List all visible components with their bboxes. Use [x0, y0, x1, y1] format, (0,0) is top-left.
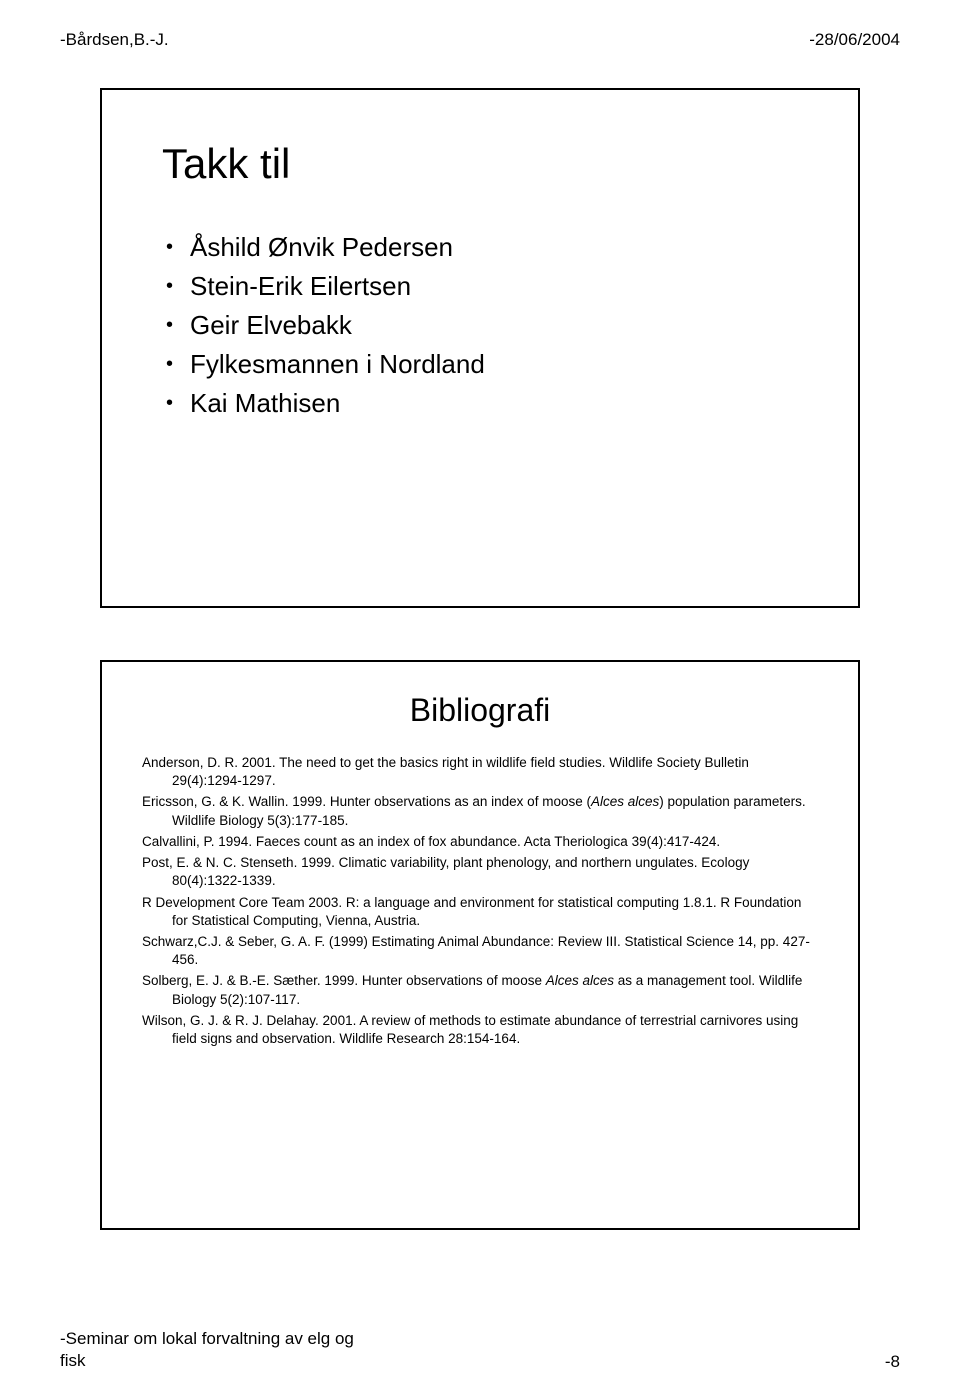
list-item: Geir Elvebakk	[162, 306, 798, 345]
slide1-title: Takk til	[162, 140, 798, 188]
thanks-list: Åshild Ønvik Pedersen Stein-Erik Eilerts…	[162, 228, 798, 423]
footer-line2: fisk	[60, 1351, 86, 1370]
list-item: Kai Mathisen	[162, 384, 798, 423]
reference-entry: Calvallini, P. 1994. Faeces count as an …	[142, 833, 818, 851]
reference-entry: Schwarz,C.J. & Seber, G. A. F. (1999) Es…	[142, 933, 818, 969]
footer-line1: -Seminar om lokal forvaltning av elg og	[60, 1329, 354, 1348]
footer-page-number: -8	[885, 1352, 900, 1372]
header-author: -Bårdsen,B.-J.	[60, 30, 169, 50]
reference-entry: Anderson, D. R. 2001. The need to get th…	[142, 754, 818, 790]
reference-entry: Ericsson, G. & K. Wallin. 1999. Hunter o…	[142, 793, 818, 829]
list-item: Stein-Erik Eilertsen	[162, 267, 798, 306]
reference-entry: Solberg, E. J. & B.-E. Sæther. 1999. Hun…	[142, 972, 818, 1008]
slide-thanks: Takk til Åshild Ønvik Pedersen Stein-Eri…	[100, 88, 860, 608]
slide-bibliography: Bibliografi Anderson, D. R. 2001. The ne…	[100, 660, 860, 1230]
list-item: Fylkesmannen i Nordland	[162, 345, 798, 384]
slide2-title: Bibliografi	[142, 692, 818, 729]
references-container: Anderson, D. R. 2001. The need to get th…	[142, 754, 818, 1048]
reference-entry: Wilson, G. J. & R. J. Delahay. 2001. A r…	[142, 1012, 818, 1048]
reference-entry: R Development Core Team 2003. R: a langu…	[142, 894, 818, 930]
header-date: -28/06/2004	[809, 30, 900, 50]
footer-seminar: -Seminar om lokal forvaltning av elg og …	[60, 1328, 354, 1372]
list-item: Åshild Ønvik Pedersen	[162, 228, 798, 267]
reference-entry: Post, E. & N. C. Stenseth. 1999. Climati…	[142, 854, 818, 890]
